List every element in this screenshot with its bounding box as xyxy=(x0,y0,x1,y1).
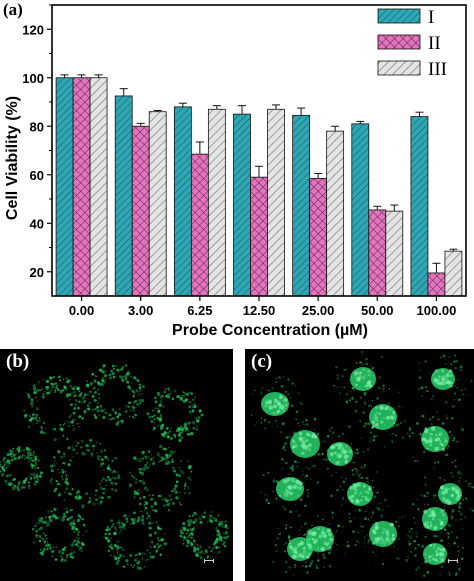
y-tick-label: 20 xyxy=(30,265,44,280)
cell-cytoplasm-stain xyxy=(103,509,167,570)
bar-III-6.25 xyxy=(207,108,226,297)
bar-III-50.00 xyxy=(385,210,404,297)
micrograph-c-image xyxy=(250,350,474,577)
error-bar-II-12.50 xyxy=(255,165,263,178)
error-bar-I-12.50 xyxy=(238,105,246,115)
cell-nucleus-stain xyxy=(417,354,473,408)
legend-swatch-I xyxy=(377,8,421,24)
x-tick-label: 50.00 xyxy=(361,303,394,318)
x-tick-label: 12.50 xyxy=(243,303,276,318)
error-bar-III-6.25 xyxy=(212,105,221,110)
panel-a-label: (a) xyxy=(3,0,23,19)
y-tick-label: 80 xyxy=(30,119,44,134)
cell-nucleus-stain xyxy=(250,375,303,434)
error-bar-II-6.25 xyxy=(195,141,204,155)
x-tick-label: 0.00 xyxy=(69,303,94,318)
cell-nucleus-stain xyxy=(354,391,412,448)
cell-cytoplasm-stain xyxy=(84,364,145,426)
cell-nucleus-stain xyxy=(406,411,465,470)
bar-I-12.50 xyxy=(233,113,251,297)
error-bar-I-25.00 xyxy=(297,107,306,116)
cell-nucleus-stain xyxy=(333,350,391,405)
error-bar-I-3.00 xyxy=(119,88,128,96)
bar-II-12.50 xyxy=(250,176,268,297)
cell-cytoplasm-stain xyxy=(0,446,44,492)
y-tick-label: 60 xyxy=(30,168,44,183)
micrograph-b-image xyxy=(0,364,230,570)
panel-b-label: (b) xyxy=(6,351,30,372)
bar-II-100.00 xyxy=(427,272,446,297)
bar-I-6.25 xyxy=(173,106,192,297)
error-bar-I-100.00 xyxy=(415,111,424,117)
error-bar-III-3.00 xyxy=(153,109,162,112)
legend-label-I: I xyxy=(428,7,434,28)
error-bar-I-0.00 xyxy=(60,74,69,78)
legend-label-III: III xyxy=(428,59,447,80)
error-bar-II-50.00 xyxy=(373,205,382,210)
error-bar-III-25.00 xyxy=(331,125,340,132)
error-bar-III-100.00 xyxy=(449,248,458,252)
bar-III-0.00 xyxy=(89,77,108,297)
cell-cytoplasm-stain xyxy=(146,387,204,443)
cell-cytoplasm-stain xyxy=(49,439,121,509)
y-tick-label: 100 xyxy=(22,71,44,86)
y-tick-label: 40 xyxy=(30,216,44,231)
bar-I-100.00 xyxy=(410,116,429,297)
y-axis-label: Cell Viability (%) xyxy=(4,96,21,220)
cell-nucleus-stain xyxy=(272,523,328,576)
error-bar-I-50.00 xyxy=(356,120,365,124)
bar-II-3.00 xyxy=(131,125,150,297)
bar-II-25.00 xyxy=(309,177,328,297)
cell-nucleus-stain xyxy=(280,417,333,473)
bar-III-25.00 xyxy=(326,130,345,297)
cell-nucleus-stain xyxy=(352,505,414,565)
scale-bar-c xyxy=(448,559,458,563)
bar-I-25.00 xyxy=(292,114,311,297)
error-bar-II-100.00 xyxy=(432,262,441,273)
error-bar-III-50.00 xyxy=(390,204,399,212)
error-bar-III-0.00 xyxy=(94,74,103,78)
cell-cytoplasm-stain xyxy=(128,444,193,513)
bar-II-0.00 xyxy=(72,77,91,297)
x-tick-label: 100.00 xyxy=(417,303,457,318)
cell-cytoplasm-stain xyxy=(22,375,88,442)
cell-cytoplasm-stain xyxy=(179,510,230,560)
cell-nucleus-stain xyxy=(405,524,465,577)
bar-II-6.25 xyxy=(190,153,209,297)
legend-label-II: II xyxy=(428,33,441,54)
bar-III-12.50 xyxy=(267,108,285,297)
bar-I-3.00 xyxy=(114,95,133,297)
x-tick-label: 25.00 xyxy=(302,303,335,318)
bar-I-50.00 xyxy=(351,123,370,297)
axes: 0.00 3.00 6.25 12.50 25.00 50.00 100.00 20 40 60 8… xyxy=(22,4,467,318)
legend-swatch-II xyxy=(377,34,421,50)
error-bar-II-3.00 xyxy=(136,122,145,127)
cell-cytoplasm-stain xyxy=(31,507,88,563)
x-axis-label: Probe Concentration (µM) xyxy=(172,322,368,339)
bar-III-100.00 xyxy=(444,250,463,297)
x-tick-label: 6.25 xyxy=(187,303,212,318)
micrograph-c: (c) xyxy=(245,349,474,581)
cell-nucleus-stain xyxy=(424,465,474,521)
error-bar-II-0.00 xyxy=(77,74,86,78)
bars-layer xyxy=(55,74,463,297)
bar-III-3.00 xyxy=(148,111,167,297)
bar-II-50.00 xyxy=(368,209,387,297)
bar-I-0.00 xyxy=(55,77,74,297)
cell-nucleus-stain xyxy=(309,425,370,484)
micrograph-b: (b) xyxy=(0,349,233,581)
cell-nucleus-stain xyxy=(404,491,464,550)
bar-chart: 0.00 3.00 6.25 12.50 25.00 50.00 100.00 20 40 60 8… xyxy=(3,0,467,339)
y-tick-label: 120 xyxy=(22,22,44,37)
error-bar-II-25.00 xyxy=(314,173,323,179)
error-bar-I-6.25 xyxy=(178,102,187,107)
x-tick-label: 3.00 xyxy=(128,303,153,318)
cell-nucleus-stain xyxy=(260,460,319,517)
legend-swatch-III xyxy=(377,60,421,76)
scale-bar-b xyxy=(204,559,214,563)
panel-c-label: (c) xyxy=(251,351,273,372)
error-bar-III-12.50 xyxy=(272,104,280,110)
cell-nucleus-stain xyxy=(330,464,387,523)
